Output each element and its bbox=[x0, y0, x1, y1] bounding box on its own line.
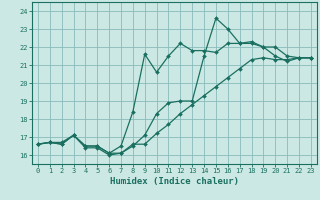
X-axis label: Humidex (Indice chaleur): Humidex (Indice chaleur) bbox=[110, 177, 239, 186]
